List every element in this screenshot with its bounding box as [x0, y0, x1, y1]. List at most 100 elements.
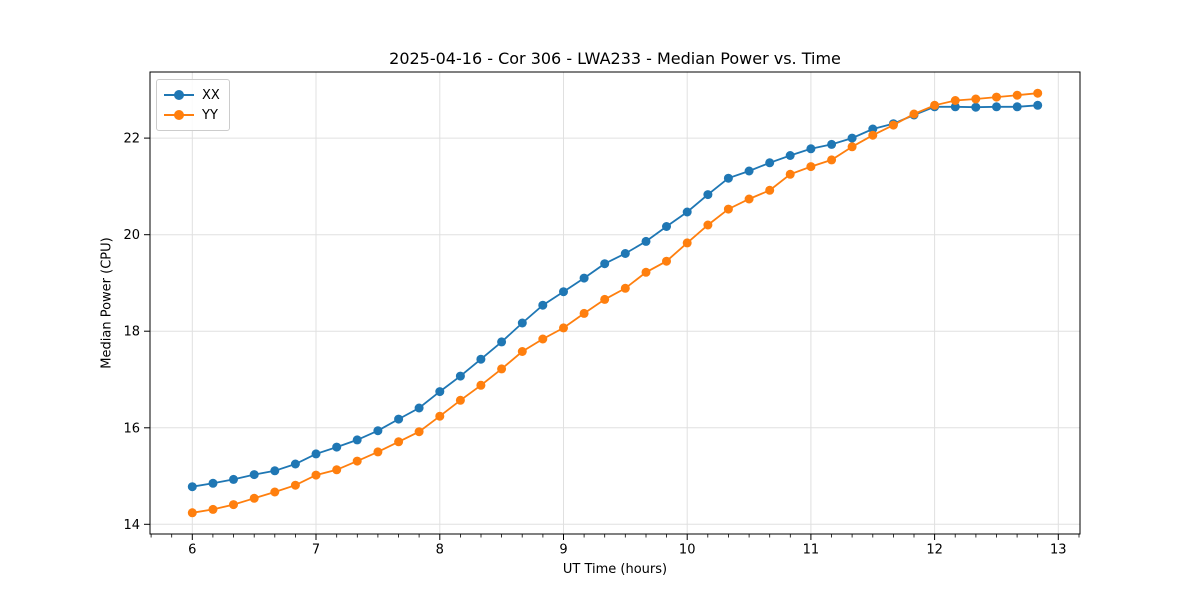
x-tick-label: 9 [559, 543, 567, 558]
data-point-XX [187, 482, 197, 492]
data-point-YY [971, 94, 981, 104]
data-point-YY [373, 447, 383, 457]
data-point-YY [723, 204, 733, 214]
x-tick-label: 12 [926, 543, 943, 558]
data-point-XX [270, 466, 280, 476]
data-point-YY [517, 347, 527, 356]
data-point-XX [394, 414, 404, 424]
data-point-YY [785, 169, 795, 179]
data-point-YY [992, 92, 1001, 102]
data-point-YY [765, 185, 775, 195]
data-point-YY [950, 96, 960, 105]
data-point-YY [930, 100, 940, 110]
data-point-XX [1033, 100, 1043, 110]
data-point-YY [641, 267, 651, 277]
x-tick-label: 8 [436, 543, 444, 558]
y-tick-label: 16 [123, 421, 140, 436]
data-point-XX [1012, 102, 1022, 112]
data-point-XX [332, 442, 342, 452]
data-point-YY [476, 380, 486, 390]
data-point-YY [579, 308, 589, 318]
data-point-XX [765, 158, 775, 168]
data-point-XX [414, 403, 424, 413]
data-point-YY [662, 256, 671, 266]
data-point-YY [909, 109, 919, 119]
data-point-XX [847, 133, 857, 143]
grid [150, 72, 1080, 534]
x-tick-label: 10 [679, 543, 696, 558]
data-point-YY [270, 487, 280, 497]
x-axis-minor-ticks [150, 534, 1080, 538]
data-point-YY [559, 323, 568, 333]
y-tick-label: 14 [123, 518, 140, 533]
data-point-XX [476, 354, 486, 364]
legend-line-marker-xx [164, 90, 194, 101]
data-point-XX [620, 249, 630, 258]
data-point-XX [641, 236, 651, 246]
data-point-YY [600, 294, 610, 304]
x-tick-label: 11 [803, 543, 820, 558]
data-point-XX [435, 387, 445, 397]
data-point-XX [682, 207, 692, 217]
legend-label-yy: YY [202, 107, 218, 123]
data-point-YY [888, 120, 898, 130]
data-point-XX [208, 478, 218, 488]
legend-dot-yy [174, 110, 184, 120]
data-point-YY [744, 194, 754, 204]
data-point-YY [827, 155, 837, 165]
data-point-YY [394, 437, 404, 447]
x-tick-label: 7 [312, 543, 320, 558]
x-tick-label: 13 [1050, 543, 1067, 558]
data-point-XX [559, 287, 568, 297]
data-point-YY [352, 456, 362, 466]
data-point-XX [517, 318, 527, 328]
y-tick-label: 18 [123, 325, 140, 340]
y-tick-label: 20 [123, 228, 140, 243]
data-point-YY [435, 411, 445, 421]
y-axis-label: Median Power (CPU) [99, 237, 115, 369]
data-point-XX [249, 470, 259, 480]
chart-title: 2025-04-16 - Cor 306 - LWA233 - Median P… [389, 49, 841, 68]
data-point-XX [992, 102, 1001, 112]
data-point-YY [1012, 90, 1022, 100]
data-point-XX [723, 173, 733, 183]
data-point-YY [682, 238, 692, 248]
y-axis-ticks: 14 16 18 20 22 [123, 132, 150, 533]
data-point-XX [290, 459, 300, 469]
data-point-XX [703, 190, 713, 200]
x-axis-ticks: 6 7 8 9 10 11 12 13 [188, 534, 1067, 558]
data-point-YY [208, 504, 218, 514]
data-point-YY [806, 162, 816, 172]
data-point-YY [249, 493, 259, 503]
plot-spines [149, 71, 1081, 535]
data-point-YY [311, 470, 321, 480]
x-axis-label: UT Time (hours) [562, 562, 668, 577]
data-point-XX [352, 435, 362, 445]
data-point-XX [950, 102, 960, 112]
data-point-XX [662, 222, 671, 231]
data-point-XX [827, 139, 837, 149]
legend-line-marker-yy [164, 110, 194, 121]
series-YY [187, 88, 1043, 518]
data-point-YY [538, 334, 548, 344]
data-point-XX [311, 449, 321, 459]
y-tick-label: 22 [123, 132, 140, 147]
data-point-YY [332, 465, 342, 475]
data-point-YY [497, 364, 507, 374]
legend-entry-xx: XX [164, 85, 220, 105]
legend-entry-yy: YY [164, 105, 220, 125]
data-point-YY [187, 508, 197, 518]
data-point-YY [414, 427, 424, 437]
series-line-YY [192, 92, 1038, 514]
data-point-XX [229, 474, 238, 484]
data-point-XX [455, 371, 465, 381]
data-point-YY [1033, 88, 1043, 98]
data-point-YY [455, 395, 465, 405]
data-point-XX [785, 151, 795, 160]
legend-dot-xx [174, 90, 184, 100]
data-point-YY [847, 142, 857, 152]
data-point-XX [744, 166, 754, 176]
data-point-XX [579, 273, 589, 283]
data-point-XX [971, 102, 981, 112]
